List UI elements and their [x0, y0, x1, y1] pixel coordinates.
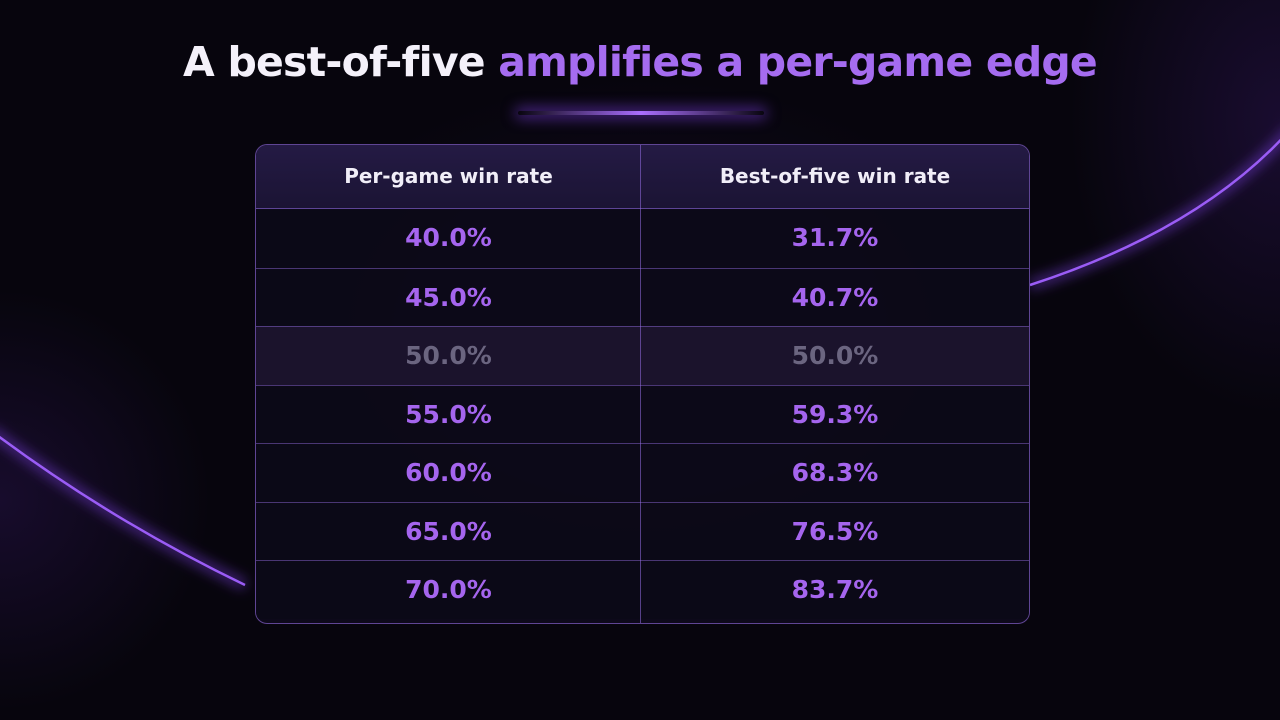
best-of-five-cell: 83.7%	[791, 575, 879, 604]
per-game-cell: 70.0%	[405, 575, 492, 604]
win-rate-table: Per-game win rate Best-of-five win rate …	[255, 144, 1030, 624]
per-game-cell: 50.0%	[405, 341, 492, 370]
column-divider	[640, 145, 641, 623]
best-of-five-cell: 59.3%	[791, 399, 879, 429]
table-row: 55.0% 59.3%	[256, 384, 1029, 443]
best-of-five-cell: 68.3%	[791, 458, 879, 487]
title-part-accent: amplifies a per-game edge	[498, 38, 1097, 86]
table-row: 70.0% 83.7%	[256, 560, 1029, 619]
table-row-even-odds: 50.0% 50.0%	[256, 326, 1029, 385]
table-row: 40.0% 31.7%	[256, 209, 1029, 268]
title-part-white: A best-of-five	[183, 38, 486, 86]
per-game-cell: 40.0%	[405, 223, 492, 252]
table-header: Per-game win rate Best-of-five win rate	[256, 145, 1029, 209]
best-of-five-cell: 31.7%	[791, 223, 879, 252]
title-underline-glow	[518, 111, 764, 115]
table-row: 65.0% 76.5%	[256, 501, 1029, 560]
best-of-five-cell: 50.0%	[791, 341, 879, 370]
header-per-game-win-rate: Per-game win rate	[344, 164, 553, 188]
best-of-five-cell: 40.7%	[791, 282, 879, 312]
per-game-cell: 65.0%	[405, 516, 492, 546]
per-game-cell: 60.0%	[405, 458, 492, 487]
per-game-cell: 55.0%	[405, 399, 492, 429]
per-game-cell: 45.0%	[405, 282, 492, 312]
best-of-five-cell: 76.5%	[791, 516, 879, 546]
table-row: 60.0% 68.3%	[256, 443, 1029, 502]
header-best-of-five-win-rate: Best-of-five win rate	[719, 164, 951, 188]
table-row: 45.0% 40.7%	[256, 267, 1029, 326]
slide-title: A best-of-five amplifies a per-game edge	[0, 38, 1280, 86]
table-body: 40.0% 31.7% 45.0% 40.7% 50.0% 50.0% 55.0…	[256, 209, 1029, 619]
